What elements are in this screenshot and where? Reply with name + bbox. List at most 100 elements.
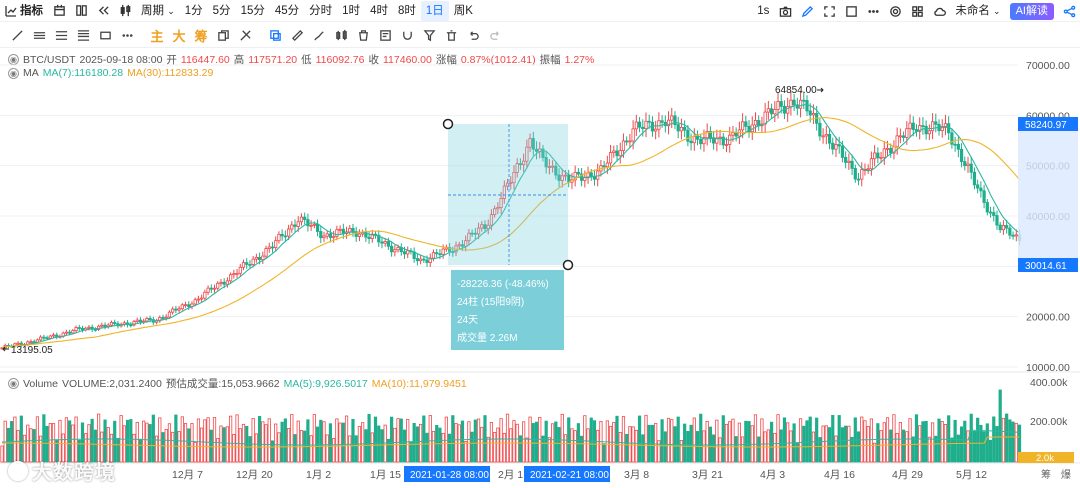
channel-icon[interactable]	[50, 26, 72, 46]
visibility-icon[interactable]: ◉	[8, 378, 19, 389]
interval-button[interactable]: 1日	[420, 0, 449, 21]
candle-body	[428, 257, 432, 263]
pen-icon[interactable]	[796, 1, 818, 21]
visibility-icon[interactable]: ◉	[8, 67, 19, 79]
volume-bar	[621, 416, 626, 463]
volume-bar	[77, 439, 81, 463]
volume-bar	[264, 424, 268, 463]
change-label: 涨幅	[435, 54, 457, 66]
volume-bar	[654, 423, 658, 463]
volume-bar	[715, 419, 719, 463]
volume-bar	[0, 445, 4, 463]
candle-body	[338, 228, 342, 231]
candle-type-icon[interactable]	[114, 1, 136, 21]
interval-button[interactable]: 1时	[342, 4, 361, 17]
rewind-icon[interactable]	[92, 1, 114, 21]
big-order-toggle[interactable]: 大	[172, 29, 186, 44]
dots-icon[interactable]	[862, 1, 884, 21]
indicator-label: 指标	[20, 4, 43, 17]
candle-body	[837, 144, 841, 147]
candle-body	[167, 311, 172, 318]
volume-bar	[831, 414, 835, 463]
candles-icon[interactable]	[330, 26, 352, 46]
grid-icon[interactable]	[906, 1, 928, 21]
volume-bar	[386, 438, 391, 463]
redo-icon[interactable]	[484, 26, 506, 46]
filter-icon[interactable]	[418, 26, 440, 46]
copy-icon[interactable]	[212, 26, 234, 46]
volume-bar	[947, 415, 951, 463]
ai-analysis-button[interactable]: AI解读	[1009, 2, 1054, 20]
period-dropdown[interactable]: 周期 ⌄	[136, 1, 180, 21]
settings-icon[interactable]	[884, 1, 906, 21]
interval-button[interactable]: 5分	[212, 4, 231, 17]
ruler-icon[interactable]	[286, 26, 308, 46]
candle-body	[686, 129, 690, 142]
layout-icon[interactable]	[70, 1, 92, 21]
candle-body	[341, 228, 345, 234]
trendline-icon[interactable]	[6, 26, 28, 46]
volume-bar	[241, 423, 246, 463]
interval-button[interactable]: 1分	[184, 4, 203, 17]
calendar-icon[interactable]	[48, 1, 70, 21]
candle-body	[257, 256, 262, 261]
share-icon[interactable]	[1058, 1, 1080, 21]
trash-icon[interactable]	[440, 26, 462, 46]
candle-body	[805, 100, 809, 112]
interval-button[interactable]: 4时	[370, 4, 388, 17]
interval-button[interactable]: 45分	[274, 4, 300, 17]
candle-body	[824, 133, 828, 137]
volume-bar	[32, 429, 36, 463]
indicator-button[interactable]: 指标	[0, 1, 48, 21]
fib-icon[interactable]	[72, 26, 94, 46]
volume-bar	[721, 415, 725, 463]
window-icon[interactable]	[840, 1, 862, 21]
interval-button[interactable]: 分时	[309, 4, 333, 17]
volume-bar	[637, 415, 642, 463]
candle-body	[209, 287, 213, 290]
hlines-icon[interactable]	[28, 26, 50, 46]
candle-body	[757, 120, 761, 127]
note-icon[interactable]	[374, 26, 396, 46]
volume-bar	[476, 418, 481, 463]
brush-icon[interactable]	[308, 26, 330, 46]
low-label: 低	[301, 54, 312, 66]
candle-body	[274, 240, 278, 248]
candle-body	[39, 336, 43, 341]
ma-legend: ◉ MA MA(7):116180.28 MA(30):112833.29	[8, 67, 213, 79]
price-range-band	[1018, 117, 1078, 269]
candle-body	[196, 298, 201, 301]
candle-body	[29, 341, 33, 343]
volume-bar	[1014, 422, 1018, 463]
volume-bar	[29, 428, 33, 463]
time-axis-label: 2月 1	[498, 469, 523, 481]
bucket-icon[interactable]	[352, 26, 374, 46]
measure-handle-end[interactable]	[562, 259, 574, 271]
candle-body	[657, 120, 661, 130]
undo-icon[interactable]	[462, 26, 484, 46]
interval-button[interactable]: 周K	[453, 4, 473, 17]
layout-name-dropdown[interactable]: 未命名 ⌄	[950, 1, 1005, 21]
candle-body	[721, 136, 725, 146]
measure-handle-start[interactable]	[442, 118, 454, 130]
select-icon[interactable]	[264, 26, 286, 46]
magnet-icon[interactable]	[396, 26, 418, 46]
measure-range-box[interactable]	[448, 124, 568, 265]
expand-icon[interactable]	[818, 1, 840, 21]
candle-body	[386, 241, 391, 247]
interval-button[interactable]: 8时	[397, 4, 416, 17]
volume-bar	[544, 420, 548, 463]
eraser-icon[interactable]	[234, 26, 256, 46]
chip-toggle[interactable]: 筹	[194, 29, 208, 44]
candle-body	[834, 144, 838, 150]
volume-bar	[712, 434, 716, 463]
candlestick-chart[interactable]: 70000.0060000.0050000.0040000.0030000.00…	[0, 48, 1080, 488]
volume-bar	[486, 436, 490, 463]
more-icon[interactable]	[116, 26, 138, 46]
main-chart-toggle[interactable]: 主	[150, 29, 164, 44]
camera-icon[interactable]	[774, 1, 796, 21]
candle-body	[158, 317, 162, 322]
interval-button[interactable]: 15分	[240, 4, 265, 17]
replay-speed[interactable]: 1s	[757, 5, 770, 17]
rectangle-icon[interactable]	[94, 26, 116, 46]
